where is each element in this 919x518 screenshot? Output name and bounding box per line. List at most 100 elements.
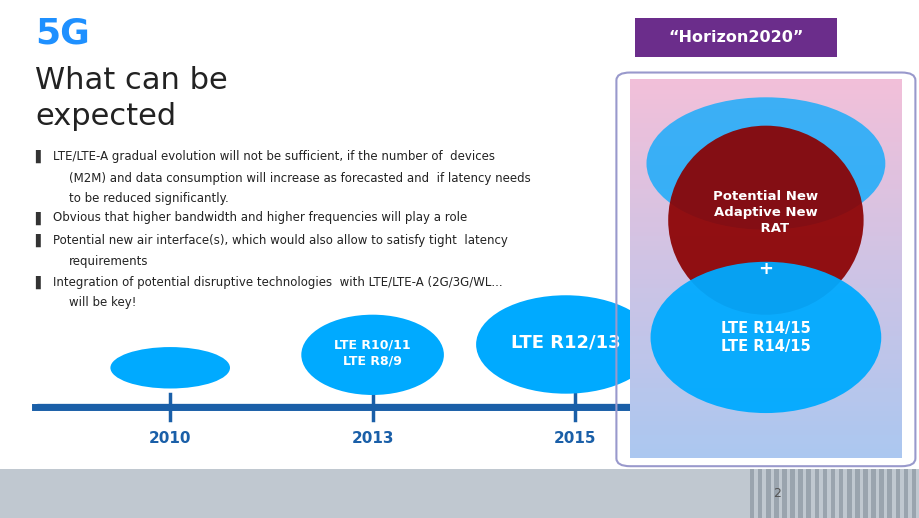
Bar <box>630 183 901 189</box>
Bar <box>630 415 901 421</box>
Bar <box>630 131 901 137</box>
Bar <box>630 386 901 392</box>
Bar <box>630 315 901 321</box>
Bar <box>630 231 901 236</box>
Text: Integration of potential disruptive technologies  with LTE/LTE-A (2G/3G/WL...: Integration of potential disruptive tech… <box>53 276 503 289</box>
Bar <box>630 410 901 416</box>
Bar <box>781 469 786 518</box>
Bar <box>630 377 901 383</box>
Text: 2013: 2013 <box>351 431 393 447</box>
Bar <box>630 126 901 132</box>
Bar <box>630 306 901 312</box>
Ellipse shape <box>667 126 863 315</box>
Bar <box>630 268 901 274</box>
Bar <box>630 217 901 222</box>
Bar <box>630 453 901 458</box>
Bar <box>630 103 901 109</box>
Text: ▌: ▌ <box>35 150 44 164</box>
Text: LTE R10/11
LTE R8/9: LTE R10/11 LTE R8/9 <box>334 339 411 368</box>
Bar <box>879 469 883 518</box>
Bar <box>630 420 901 425</box>
Bar <box>630 396 901 402</box>
Bar <box>630 146 901 151</box>
Bar <box>630 174 901 180</box>
Bar <box>902 469 907 518</box>
Bar <box>630 358 901 364</box>
Bar <box>757 469 762 518</box>
Text: 2015: 2015 <box>553 431 596 447</box>
Ellipse shape <box>650 262 880 413</box>
Bar <box>630 179 901 184</box>
Text: +: + <box>757 261 773 278</box>
Bar <box>846 469 851 518</box>
Bar <box>630 254 901 260</box>
Bar <box>630 93 901 99</box>
Bar <box>766 469 770 518</box>
Bar <box>630 202 901 208</box>
Bar <box>630 292 901 298</box>
Bar <box>630 401 901 407</box>
Bar <box>630 197 901 203</box>
Bar <box>630 349 901 354</box>
Bar <box>630 188 901 194</box>
Bar <box>630 155 901 161</box>
Bar <box>630 221 901 227</box>
Ellipse shape <box>646 97 884 229</box>
Text: LTE R14/15
LTE R14/15: LTE R14/15 LTE R14/15 <box>720 321 810 354</box>
Bar <box>630 278 901 283</box>
Bar <box>630 160 901 165</box>
Bar <box>870 469 875 518</box>
Bar <box>894 469 899 518</box>
Bar <box>911 469 915 518</box>
Bar <box>789 469 794 518</box>
Bar <box>630 368 901 373</box>
Bar <box>862 469 867 518</box>
Bar <box>630 391 901 397</box>
Bar <box>630 443 901 449</box>
Bar <box>630 240 901 246</box>
Text: expected: expected <box>35 102 176 131</box>
Bar <box>630 429 901 435</box>
Bar <box>630 382 901 387</box>
Bar <box>0 469 919 518</box>
Bar <box>630 169 901 175</box>
Bar <box>630 226 901 232</box>
Bar <box>887 469 891 518</box>
Ellipse shape <box>110 347 230 388</box>
Bar <box>630 193 901 198</box>
Text: Obvious that higher bandwidth and higher frequencies will play a role: Obvious that higher bandwidth and higher… <box>53 211 467 224</box>
Text: 2020: 2020 <box>755 431 798 447</box>
Bar <box>630 79 901 85</box>
Text: requirements: requirements <box>69 255 148 268</box>
Bar <box>630 406 901 411</box>
Bar <box>630 353 901 359</box>
Bar <box>630 141 901 147</box>
Bar <box>630 264 901 269</box>
Bar <box>630 249 901 255</box>
Bar <box>749 469 754 518</box>
Text: What can be: What can be <box>35 66 228 95</box>
FancyBboxPatch shape <box>634 18 836 57</box>
Bar <box>630 287 901 293</box>
Bar <box>773 469 777 518</box>
Text: “Horizon2020”: “Horizon2020” <box>667 30 803 45</box>
Bar <box>630 117 901 123</box>
Text: Potential new air interface(s), which would also allow to satisfy tight  latency: Potential new air interface(s), which wo… <box>53 234 507 247</box>
Bar <box>630 301 901 307</box>
Bar <box>630 424 901 430</box>
Bar <box>830 469 834 518</box>
Text: 2: 2 <box>773 486 780 500</box>
Text: (M2M) and data consumption will increase as forecasted and  if latency needs: (M2M) and data consumption will increase… <box>69 172 530 185</box>
Text: ▌: ▌ <box>35 211 44 225</box>
Bar <box>630 244 901 251</box>
Bar <box>630 164 901 170</box>
Bar <box>630 84 901 90</box>
Bar <box>822 469 826 518</box>
Bar <box>630 438 901 444</box>
Bar <box>630 339 901 345</box>
Text: LTE/LTE-A gradual evolution will not be sufficient, if the number of  devices: LTE/LTE-A gradual evolution will not be … <box>53 150 494 163</box>
Bar <box>630 98 901 104</box>
Bar <box>854 469 858 518</box>
Text: will be key!: will be key! <box>69 296 136 309</box>
Bar <box>838 469 843 518</box>
